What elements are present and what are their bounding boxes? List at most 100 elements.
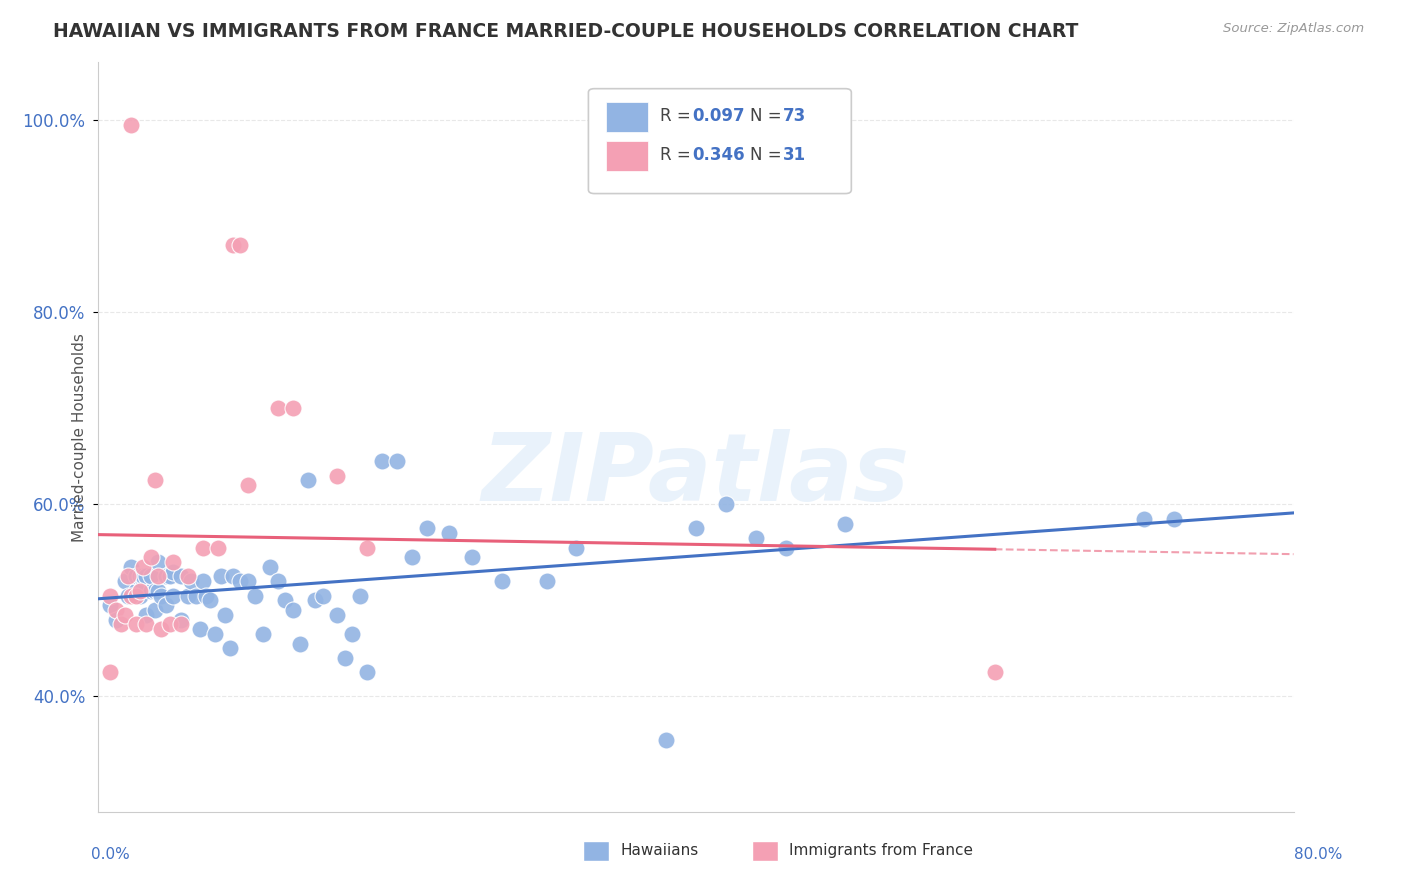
Point: [143, 473, 166, 487]
Point: [655, 732, 678, 747]
Point: [184, 589, 207, 603]
Point: [195, 589, 218, 603]
Y-axis label: Married-couple Households: Married-couple Households: [72, 333, 87, 541]
Point: [229, 574, 252, 589]
Point: [143, 583, 166, 598]
Point: [288, 637, 311, 651]
Text: R =: R =: [661, 107, 696, 125]
Point: [304, 593, 326, 607]
Text: N =: N =: [749, 146, 786, 164]
Point: [236, 574, 259, 589]
Point: [120, 589, 142, 603]
Text: N =: N =: [749, 107, 786, 125]
Point: [188, 622, 211, 636]
Point: [745, 531, 768, 545]
Point: [162, 555, 184, 569]
Text: ZIPatlas: ZIPatlas: [482, 428, 910, 521]
Text: Hawaiians: Hawaiians: [620, 844, 699, 858]
Point: [120, 559, 142, 574]
Point: [267, 574, 290, 589]
Point: [98, 589, 122, 603]
Point: [209, 569, 232, 583]
Point: [98, 598, 122, 612]
Point: [356, 665, 378, 680]
Point: [297, 473, 319, 487]
Point: [105, 603, 128, 617]
Point: [775, 541, 797, 555]
Point: [132, 559, 155, 574]
Point: [267, 401, 290, 416]
Point: [117, 569, 139, 583]
Point: [207, 541, 229, 555]
Point: [491, 574, 513, 589]
Point: [125, 617, 148, 632]
Point: [129, 569, 152, 583]
Point: [356, 541, 378, 555]
Text: 73: 73: [783, 107, 807, 125]
Point: [1133, 512, 1156, 526]
Point: [371, 454, 394, 468]
Point: [162, 589, 184, 603]
Point: [125, 589, 148, 603]
Point: [148, 555, 170, 569]
Point: [135, 607, 157, 622]
Point: [177, 589, 200, 603]
Point: [1163, 512, 1185, 526]
Point: [311, 589, 333, 603]
Point: [252, 627, 274, 641]
Point: [155, 598, 177, 612]
Point: [834, 516, 856, 531]
Point: [685, 521, 707, 535]
Point: [148, 583, 170, 598]
Point: [132, 579, 155, 593]
Point: [110, 617, 132, 632]
Point: [536, 574, 558, 589]
Point: [219, 641, 242, 656]
Point: [439, 526, 461, 541]
Point: [114, 607, 136, 622]
Point: [139, 569, 162, 583]
Point: [125, 569, 148, 583]
Point: [204, 627, 226, 641]
Point: [125, 583, 148, 598]
Point: [229, 238, 252, 252]
Point: [135, 569, 157, 583]
Text: Source: ZipAtlas.com: Source: ZipAtlas.com: [1223, 22, 1364, 36]
Text: 0.0%: 0.0%: [91, 847, 131, 862]
Point: [191, 574, 214, 589]
Point: [326, 468, 349, 483]
Point: [180, 574, 202, 589]
Point: [139, 550, 162, 565]
Text: Immigrants from France: Immigrants from France: [789, 844, 973, 858]
Point: [333, 651, 356, 665]
Text: HAWAIIAN VS IMMIGRANTS FROM FRANCE MARRIED-COUPLE HOUSEHOLDS CORRELATION CHART: HAWAIIAN VS IMMIGRANTS FROM FRANCE MARRI…: [53, 22, 1078, 41]
Point: [114, 574, 136, 589]
Point: [214, 607, 236, 622]
Point: [349, 589, 371, 603]
Point: [984, 665, 1007, 680]
Point: [139, 583, 162, 598]
Point: [155, 569, 177, 583]
Point: [169, 569, 191, 583]
Point: [326, 607, 349, 622]
Text: 0.346: 0.346: [692, 146, 745, 164]
Point: [565, 541, 588, 555]
FancyBboxPatch shape: [589, 88, 852, 194]
Point: [132, 569, 155, 583]
Point: [105, 613, 128, 627]
Point: [162, 565, 184, 579]
Point: [274, 593, 297, 607]
Point: [401, 550, 423, 565]
Point: [281, 603, 304, 617]
Point: [117, 589, 139, 603]
Point: [245, 589, 267, 603]
Text: 31: 31: [783, 146, 806, 164]
Point: [177, 569, 200, 583]
Text: R =: R =: [661, 146, 696, 164]
Point: [169, 617, 191, 632]
Point: [169, 613, 191, 627]
Point: [150, 622, 173, 636]
Text: 80.0%: 80.0%: [1295, 847, 1343, 862]
Point: [259, 559, 281, 574]
Point: [98, 665, 122, 680]
